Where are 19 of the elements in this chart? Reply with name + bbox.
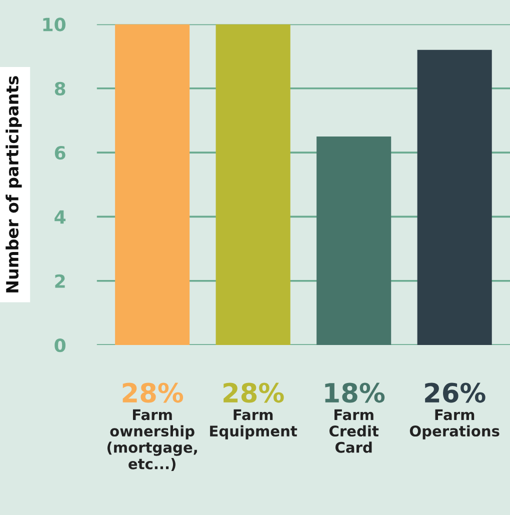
y-tick-label: 8 <box>54 82 66 96</box>
y-tick-label: 6 <box>54 146 66 160</box>
text: 28% <box>122 382 184 403</box>
y-tick-label: 2 <box>55 274 65 288</box>
x-tick-label: Farm ownership (mortgage, etc...) <box>107 409 197 472</box>
x-tick-label: Farm Operations <box>410 409 500 440</box>
y-axis-title: Number of participants <box>6 76 22 292</box>
x-tick-label: Farm Equipment <box>210 409 298 440</box>
x-tick-label: Farm Credit Card <box>329 409 379 453</box>
bar <box>316 136 392 346</box>
y-tick-label: 10 <box>43 18 66 32</box>
bar <box>115 24 190 346</box>
text: 18% <box>325 382 385 403</box>
y-tick-label: 4 <box>54 210 66 224</box>
bar <box>417 50 492 346</box>
text: 26% <box>425 382 486 403</box>
y-tick-label: 0 <box>54 338 66 352</box>
bar <box>216 24 290 346</box>
text: 28% <box>224 382 284 403</box>
